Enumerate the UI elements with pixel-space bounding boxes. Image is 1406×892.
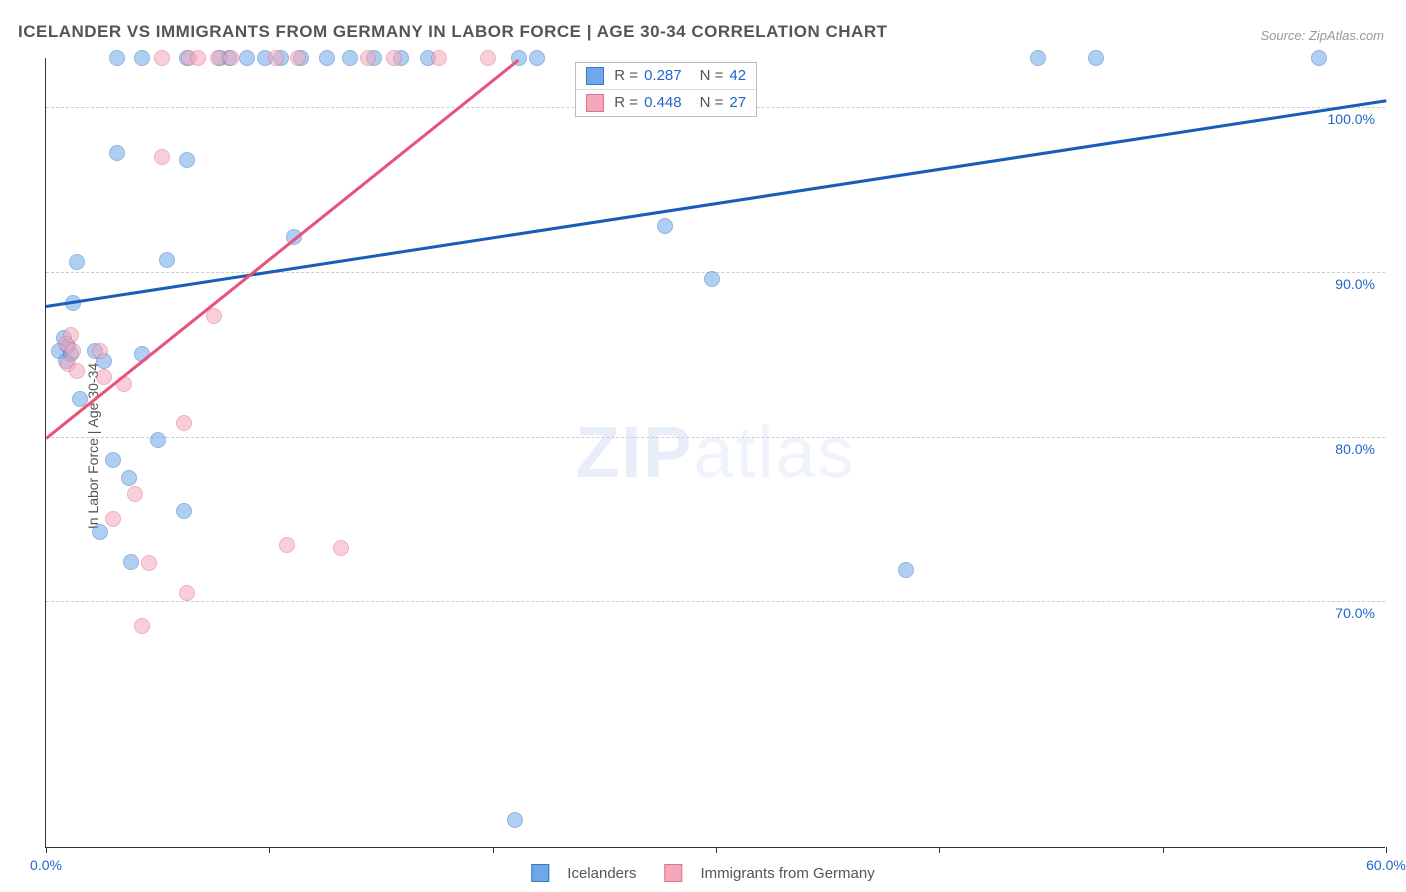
x-tick [493, 847, 494, 853]
scatter-point [154, 149, 170, 165]
scatter-point [159, 252, 175, 268]
n-label: N = [700, 67, 724, 84]
stats-row: R = 0.287 N = 42 [576, 63, 756, 90]
scatter-point [69, 254, 85, 270]
scatter-point [69, 363, 85, 379]
n-value: 27 [729, 94, 746, 111]
scatter-point [431, 50, 447, 66]
watermark: ZIPatlas [575, 412, 855, 494]
scatter-point [704, 271, 720, 287]
scatter-point [290, 50, 306, 66]
y-tick-label: 100.0% [1328, 111, 1375, 127]
legend-label: Icelanders [567, 865, 636, 882]
chart-title: ICELANDER VS IMMIGRANTS FROM GERMANY IN … [18, 22, 887, 42]
scatter-point [176, 503, 192, 519]
scatter-point [319, 50, 335, 66]
scatter-point [1030, 50, 1046, 66]
scatter-point [65, 343, 81, 359]
scatter-point [92, 343, 108, 359]
scatter-point [179, 585, 195, 601]
scatter-point [1311, 50, 1327, 66]
scatter-point [898, 562, 914, 578]
scatter-point [176, 415, 192, 431]
gridline [46, 437, 1385, 438]
r-label: R = [614, 67, 638, 84]
scatter-point [529, 50, 545, 66]
legend-item-germany: Immigrants from Germany [665, 864, 875, 882]
scatter-point [657, 218, 673, 234]
x-tick [939, 847, 940, 853]
source-label: Source: ZipAtlas.com [1260, 28, 1384, 43]
scatter-point [333, 540, 349, 556]
scatter-point [386, 50, 402, 66]
scatter-point [123, 554, 139, 570]
swatch-icon [586, 94, 604, 112]
scatter-point [96, 369, 112, 385]
scatter-point [154, 50, 170, 66]
r-value: 0.287 [644, 67, 682, 84]
scatter-point [127, 486, 143, 502]
scatter-point [480, 50, 496, 66]
legend-item-icelanders: Icelanders [531, 864, 636, 882]
swatch-icon [586, 67, 604, 85]
y-tick-label: 90.0% [1335, 276, 1375, 292]
scatter-point [342, 50, 358, 66]
scatter-point [134, 50, 150, 66]
scatter-point [105, 452, 121, 468]
scatter-point [63, 327, 79, 343]
scatter-point [109, 145, 125, 161]
x-tick [269, 847, 270, 853]
scatter-point [141, 555, 157, 571]
scatter-point [190, 50, 206, 66]
scatter-point [206, 308, 222, 324]
scatter-point [105, 511, 121, 527]
scatter-plot-area: ZIPatlas 70.0%80.0%90.0%100.0%0.0%60.0%R… [45, 58, 1385, 848]
x-tick-label: 0.0% [30, 857, 62, 873]
x-tick [46, 847, 47, 853]
x-tick [1163, 847, 1164, 853]
scatter-point [109, 50, 125, 66]
scatter-point [268, 50, 284, 66]
stats-legend: R = 0.287 N = 42 R = 0.448 N = 27 [575, 62, 757, 117]
scatter-point [1088, 50, 1104, 66]
scatter-point [121, 470, 137, 486]
scatter-point [134, 618, 150, 634]
series-legend: Icelanders Immigrants from Germany [531, 864, 874, 882]
scatter-point [150, 432, 166, 448]
stats-row: R = 0.448 N = 27 [576, 90, 756, 116]
x-tick [716, 847, 717, 853]
gridline [46, 601, 1385, 602]
y-tick-label: 80.0% [1335, 441, 1375, 457]
swatch-icon [665, 864, 683, 882]
trend-line [45, 58, 519, 438]
r-label: R = [614, 94, 638, 111]
x-tick [1386, 847, 1387, 853]
legend-label: Immigrants from Germany [701, 865, 875, 882]
swatch-icon [531, 864, 549, 882]
n-label: N = [700, 94, 724, 111]
x-tick-label: 60.0% [1366, 857, 1406, 873]
scatter-point [507, 812, 523, 828]
n-value: 42 [729, 67, 746, 84]
scatter-point [360, 50, 376, 66]
scatter-point [239, 50, 255, 66]
scatter-point [279, 537, 295, 553]
r-value: 0.448 [644, 94, 682, 111]
scatter-point [223, 50, 239, 66]
y-tick-label: 70.0% [1335, 605, 1375, 621]
scatter-point [179, 152, 195, 168]
scatter-point [92, 524, 108, 540]
